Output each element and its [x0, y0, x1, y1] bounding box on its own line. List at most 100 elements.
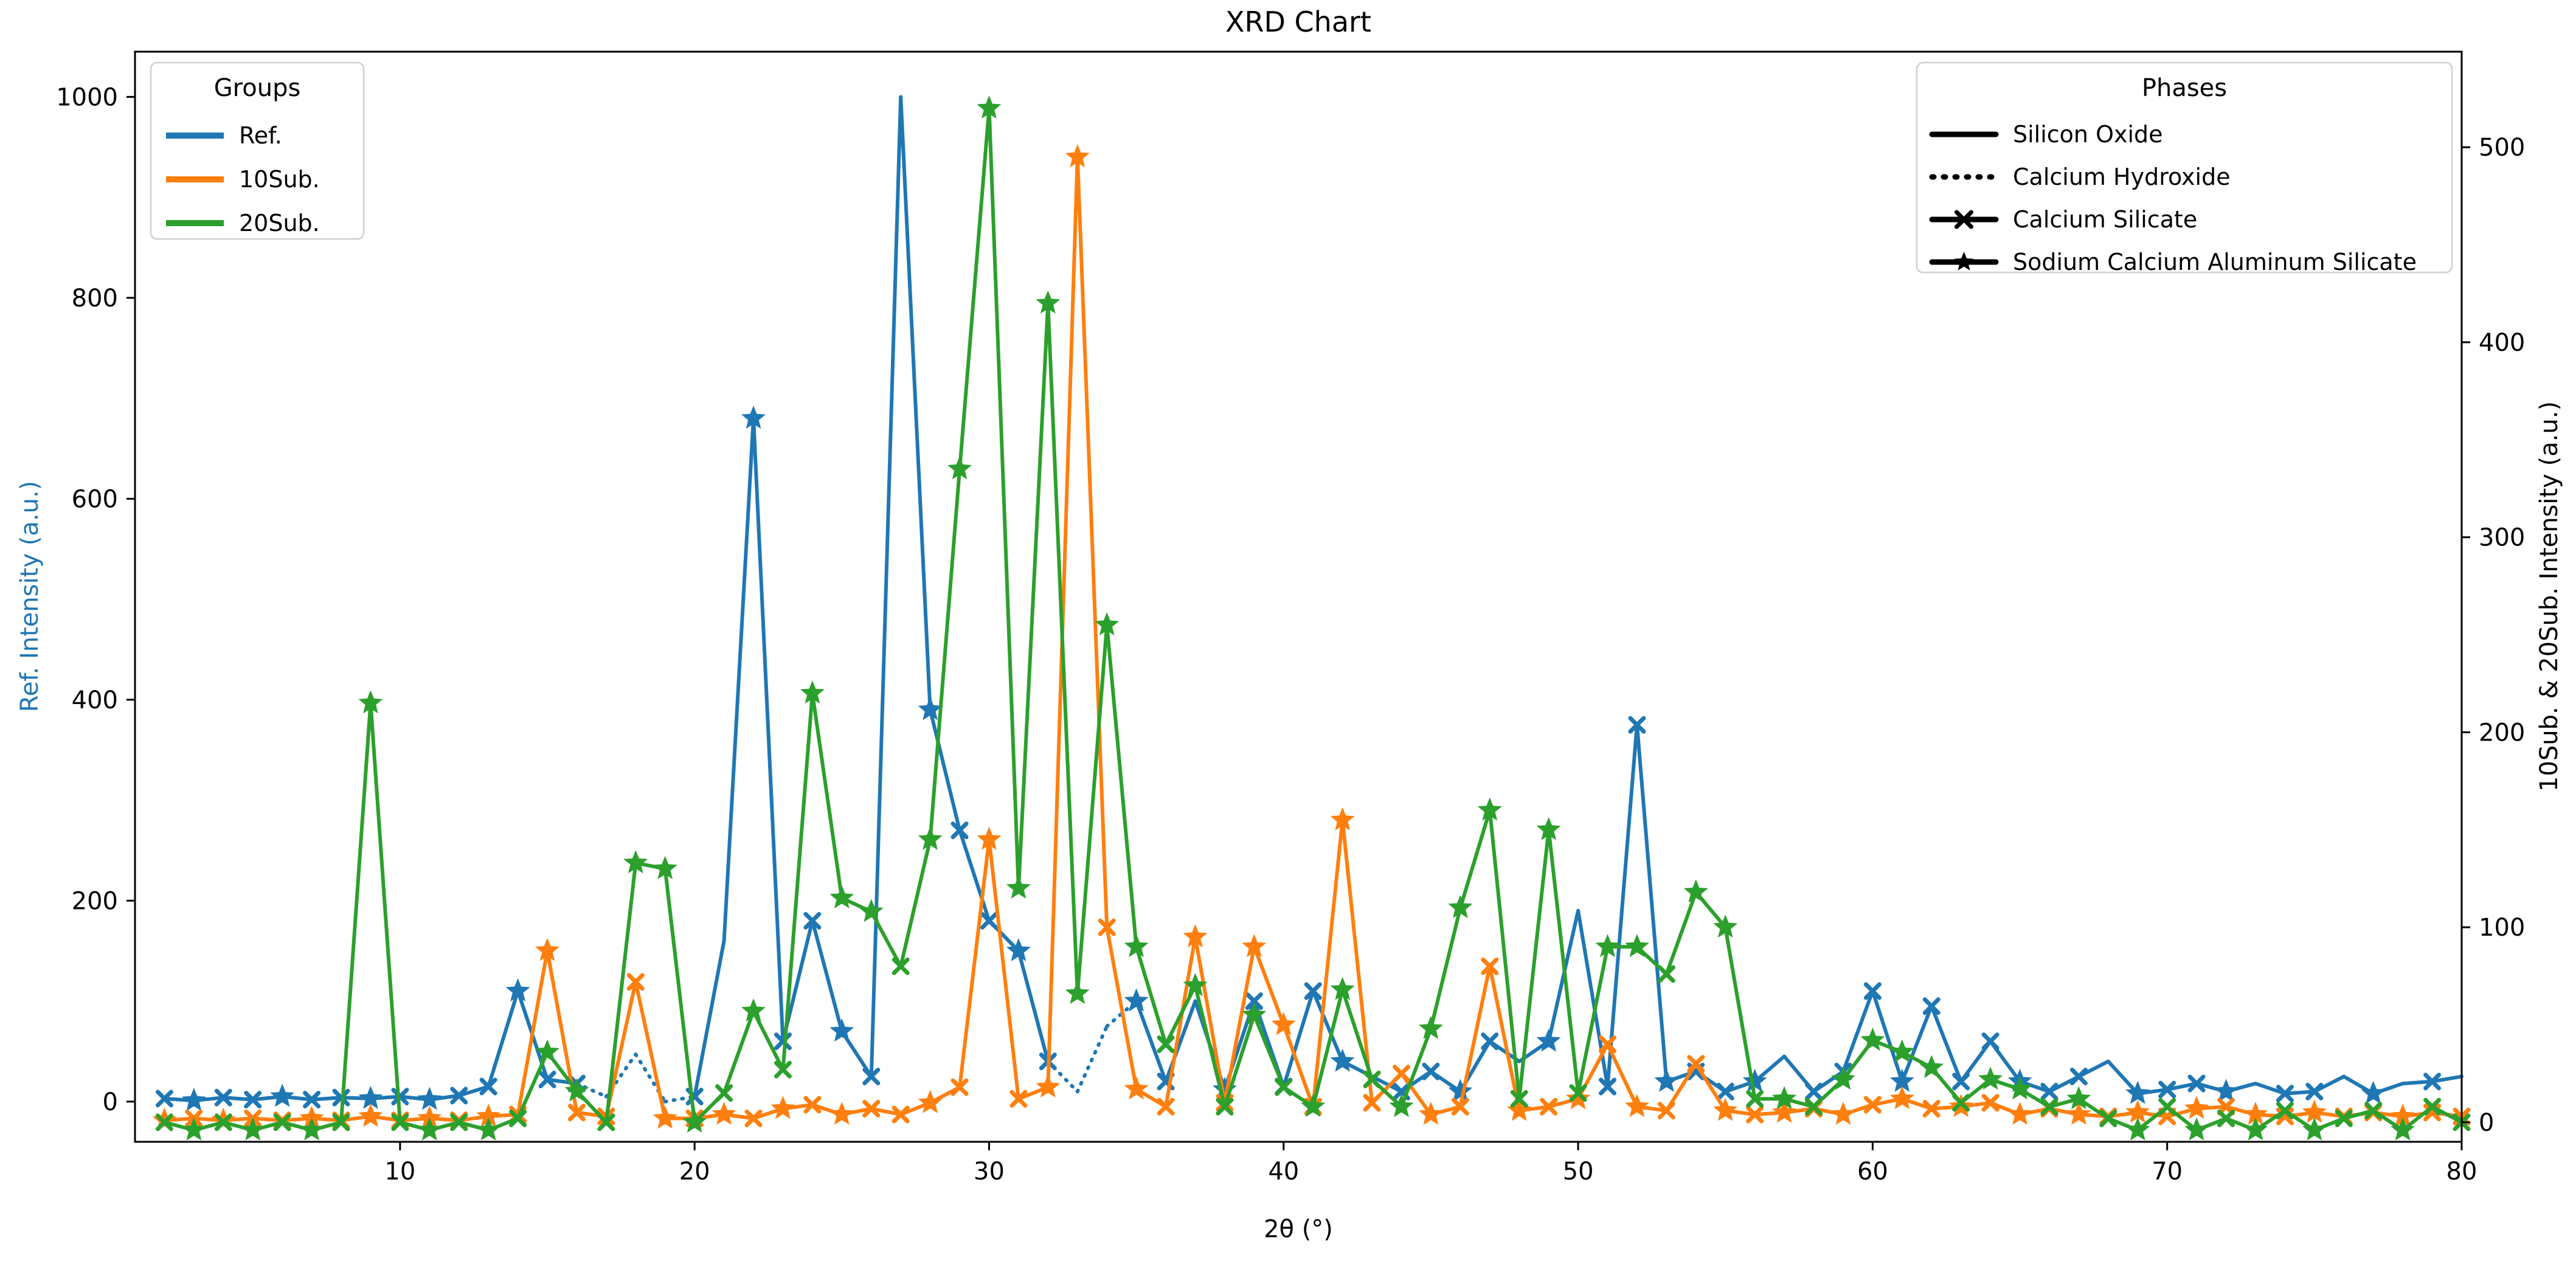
star-marker-icon [1419, 1102, 1443, 1125]
series-segment [1075, 1024, 1109, 1094]
series-segment [1193, 935, 1227, 1105]
star-marker-icon [1595, 934, 1620, 958]
series-segment [457, 1085, 491, 1097]
star-marker-icon [800, 680, 825, 704]
series-segment [1340, 987, 1374, 1082]
star-marker-icon [1477, 797, 1502, 821]
phases-legend-item-label: Silicon Oxide [2013, 121, 2163, 148]
star-marker-icon [2243, 1117, 2268, 1141]
series-segment [1134, 999, 1168, 1083]
x-marker-icon [1863, 982, 1882, 1000]
series-segment [1517, 827, 1551, 1101]
x-marker-icon [450, 1086, 468, 1105]
star-marker-icon [741, 998, 766, 1022]
x-marker-icon [1569, 1084, 1587, 1102]
y-left-tick-label: 1000 [56, 83, 118, 111]
x-marker-icon [391, 1113, 409, 1131]
x-marker-icon [1981, 1032, 2000, 1051]
series-segment [663, 1094, 697, 1103]
star-marker-icon [1954, 252, 1974, 271]
series-segment [1105, 623, 1138, 949]
series-segment [634, 1052, 667, 1103]
series-segment [1046, 301, 1079, 996]
series-segment [1605, 723, 1639, 1089]
star-marker-icon [1536, 1028, 1561, 1052]
x-marker-icon [1805, 1082, 1823, 1100]
series-segment [1635, 723, 1669, 1083]
groups-legend-box [150, 61, 365, 240]
x-marker-icon [244, 1091, 262, 1109]
x-tick-label: 30 [974, 1158, 1005, 1186]
x-marker-icon [567, 1103, 586, 1122]
star-marker-icon [417, 1117, 442, 1141]
x-marker-icon [626, 973, 645, 991]
x-marker-icon [1952, 1072, 1970, 1091]
x-marker-icon [1451, 1097, 1469, 1116]
x-marker-icon [1098, 918, 1116, 936]
x-marker-icon [2276, 1102, 2294, 1120]
groups-legend-title: Groups [214, 74, 301, 102]
series-segment [928, 708, 962, 832]
x-marker-icon [1275, 1078, 1293, 1096]
star-marker-icon [358, 1085, 383, 1109]
x-marker-icon [2158, 1080, 2176, 1099]
star-marker-icon [1713, 1097, 1738, 1121]
series-segment [2165, 1082, 2199, 1092]
series-segment [2342, 1108, 2375, 1121]
series-segment [2401, 1079, 2434, 1086]
star-marker-icon [1448, 1079, 1473, 1102]
series-segment [1311, 818, 1345, 1109]
x-marker-icon [1422, 1062, 1440, 1080]
star-marker-icon [977, 95, 1002, 119]
x-tick-label: 40 [1268, 1158, 1299, 1186]
x-marker-icon [155, 1113, 173, 1131]
series-segment [1164, 935, 1197, 1109]
x-marker-icon [892, 1105, 910, 1124]
star-marker-icon [2214, 1079, 2238, 1102]
series-segment [1193, 984, 1227, 1109]
series-segment [1841, 989, 1875, 1074]
series-segment [1252, 1013, 1286, 1090]
groups-legend-item-label: 10Sub. [239, 166, 320, 193]
star-marker-icon [1183, 924, 1208, 948]
star-marker-icon [2184, 1096, 2209, 1119]
phases-legend-title: Phases [2142, 74, 2227, 102]
series-segment [987, 837, 1020, 1101]
x-marker-icon [1863, 1096, 1882, 1114]
series-segment [869, 1107, 903, 1117]
star-marker-icon [535, 1039, 560, 1063]
series-segment [1458, 808, 1492, 910]
star-marker-icon [358, 690, 383, 714]
star-marker-icon [1271, 1012, 1296, 1035]
phases-legend-item-label: Sodium Calcium Aluminum Silicate [2013, 249, 2417, 275]
x-marker-icon [597, 1113, 615, 1131]
series-segment [1281, 989, 1315, 1089]
y-right-tick-label: 300 [2479, 524, 2525, 552]
x-marker-icon [214, 1088, 232, 1107]
x-marker-icon [1716, 1082, 1734, 1100]
x-marker-icon [2335, 1110, 2353, 1128]
x-marker-icon [509, 1110, 527, 1128]
star-marker-icon [1536, 817, 1561, 840]
groups-legend-item-label: 20Sub. [239, 210, 320, 237]
y-right-tick-label: 100 [2479, 914, 2525, 942]
x-marker-icon [479, 1077, 497, 1096]
groups-legend-item-label: Ref. [239, 122, 282, 149]
series-segment [693, 939, 726, 1099]
series-segment [575, 1082, 608, 1099]
star-marker-icon [2302, 1117, 2327, 1141]
star-marker-icon [653, 1105, 677, 1129]
series-segment [1222, 1013, 1256, 1109]
star-marker-icon [829, 1102, 854, 1125]
star-marker-icon [417, 1086, 442, 1110]
x-marker-icon [1657, 1102, 1675, 1120]
series-segment [604, 861, 638, 1124]
x-tick-label: 10 [384, 1158, 415, 1186]
y-left-tick-label: 400 [72, 686, 118, 714]
x-marker-icon [273, 1113, 291, 1131]
star-marker-icon [2125, 1080, 2150, 1104]
x-marker-icon [1540, 1097, 1558, 1116]
series-segment [869, 910, 903, 969]
star-marker-icon [1830, 1066, 1855, 1090]
x-marker-icon [1393, 1065, 1411, 1083]
